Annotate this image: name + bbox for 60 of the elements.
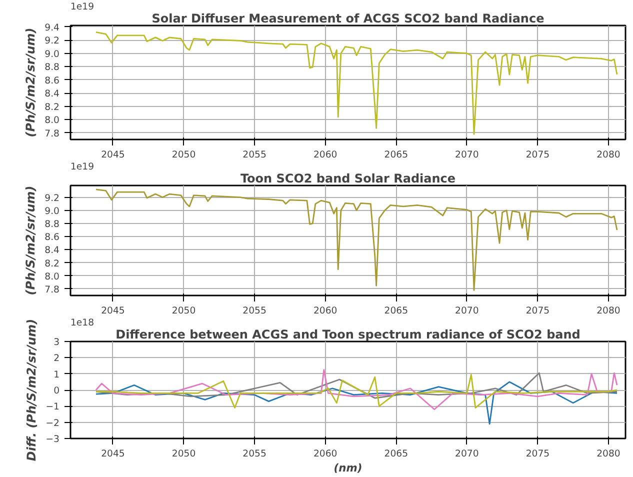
- x-tick-label: 2045: [101, 306, 125, 316]
- x-tick-label: 2055: [242, 448, 266, 460]
- y-tick-label: 1: [54, 369, 60, 380]
- x-tick-label: 2050: [172, 150, 196, 160]
- y-axis-title: Diff. (Ph/S/m2/sr/um): [24, 318, 39, 462]
- x-tick-label: 2080: [596, 306, 620, 316]
- y-tick-label: 8.4: [44, 88, 60, 100]
- y-axis-title: (Ph/S/m2/sr/um): [24, 186, 38, 296]
- x-tick-label: 2050: [172, 448, 196, 460]
- line-series: [95, 188, 618, 291]
- x-tick-label: 2055: [242, 306, 266, 316]
- x-tick-label: 2075: [526, 306, 550, 316]
- y-tick-label: −2: [46, 418, 60, 429]
- y-tick-label: 2: [54, 353, 60, 364]
- y-tick-label: 8.6: [44, 232, 60, 244]
- x-tick-label: 2065: [384, 306, 408, 316]
- y-tick-label: 9.2: [44, 192, 60, 204]
- x-tick-label: 2045: [101, 448, 125, 460]
- y-tick-label: 7.8: [44, 128, 60, 140]
- text: 1e19: [70, 162, 94, 172]
- chart-title: Difference between ACGS and Toon spectrum radiance of SCO2 band: [116, 328, 580, 342]
- y-tick-label: 9.2: [44, 36, 60, 47]
- x-tick-label: 2060: [313, 150, 338, 160]
- chart-title: Solar Diffuser Measurement of ACGS SCO2 band Radiance: [152, 12, 544, 26]
- y-tick-label: 8.2: [44, 258, 60, 270]
- x-axis-title: (nm): [334, 462, 362, 474]
- text: 1e19: [70, 2, 94, 12]
- x-tick-label: 2060: [313, 306, 338, 316]
- y-tick-label: 0: [54, 386, 60, 396]
- x-tick-label: 2070: [455, 448, 479, 460]
- y-tick-label: −1: [46, 402, 60, 413]
- y-tick-label: 3: [54, 337, 60, 348]
- x-tick-label: 2045: [101, 150, 125, 160]
- y-tick-label: 9.0: [44, 206, 60, 217]
- y-tick-label: 8.0: [44, 115, 60, 126]
- text: 1e18: [70, 318, 94, 328]
- x-tick-label: 2070: [455, 150, 479, 160]
- x-tick-label: 2050: [172, 306, 196, 316]
- y-tick-label: 8.4: [44, 245, 60, 256]
- y-tick-label: 8.8: [44, 218, 60, 230]
- y-tick-label: −3: [46, 434, 60, 445]
- y-tick-label: 7.8: [44, 284, 60, 296]
- x-tick-label: 2060: [313, 448, 338, 460]
- y-tick-label: 9.4: [44, 22, 60, 34]
- y-axis-title: (Ph/S/m2/sr/um): [24, 28, 38, 138]
- y-tick-label: 8.0: [44, 271, 60, 282]
- x-tick-label: 2070: [455, 306, 479, 316]
- x-tick-label: 2065: [384, 150, 408, 160]
- y-tick-label: 8.6: [44, 75, 60, 86]
- line-series: [95, 31, 618, 135]
- x-tick-label: 2075: [526, 448, 550, 460]
- x-tick-label: 2065: [384, 448, 408, 460]
- y-tick-label: 8.2: [44, 102, 60, 113]
- x-tick-label: 2080: [596, 150, 620, 160]
- y-tick-label: 9.0: [44, 48, 60, 60]
- chart-title: Toon SCO2 band Solar Radiance: [240, 172, 456, 186]
- y-tick-label: 8.8: [44, 62, 60, 74]
- x-tick-label: 2075: [526, 150, 550, 160]
- x-tick-label: 2080: [596, 448, 620, 460]
- x-tick-label: 2055: [242, 150, 266, 160]
